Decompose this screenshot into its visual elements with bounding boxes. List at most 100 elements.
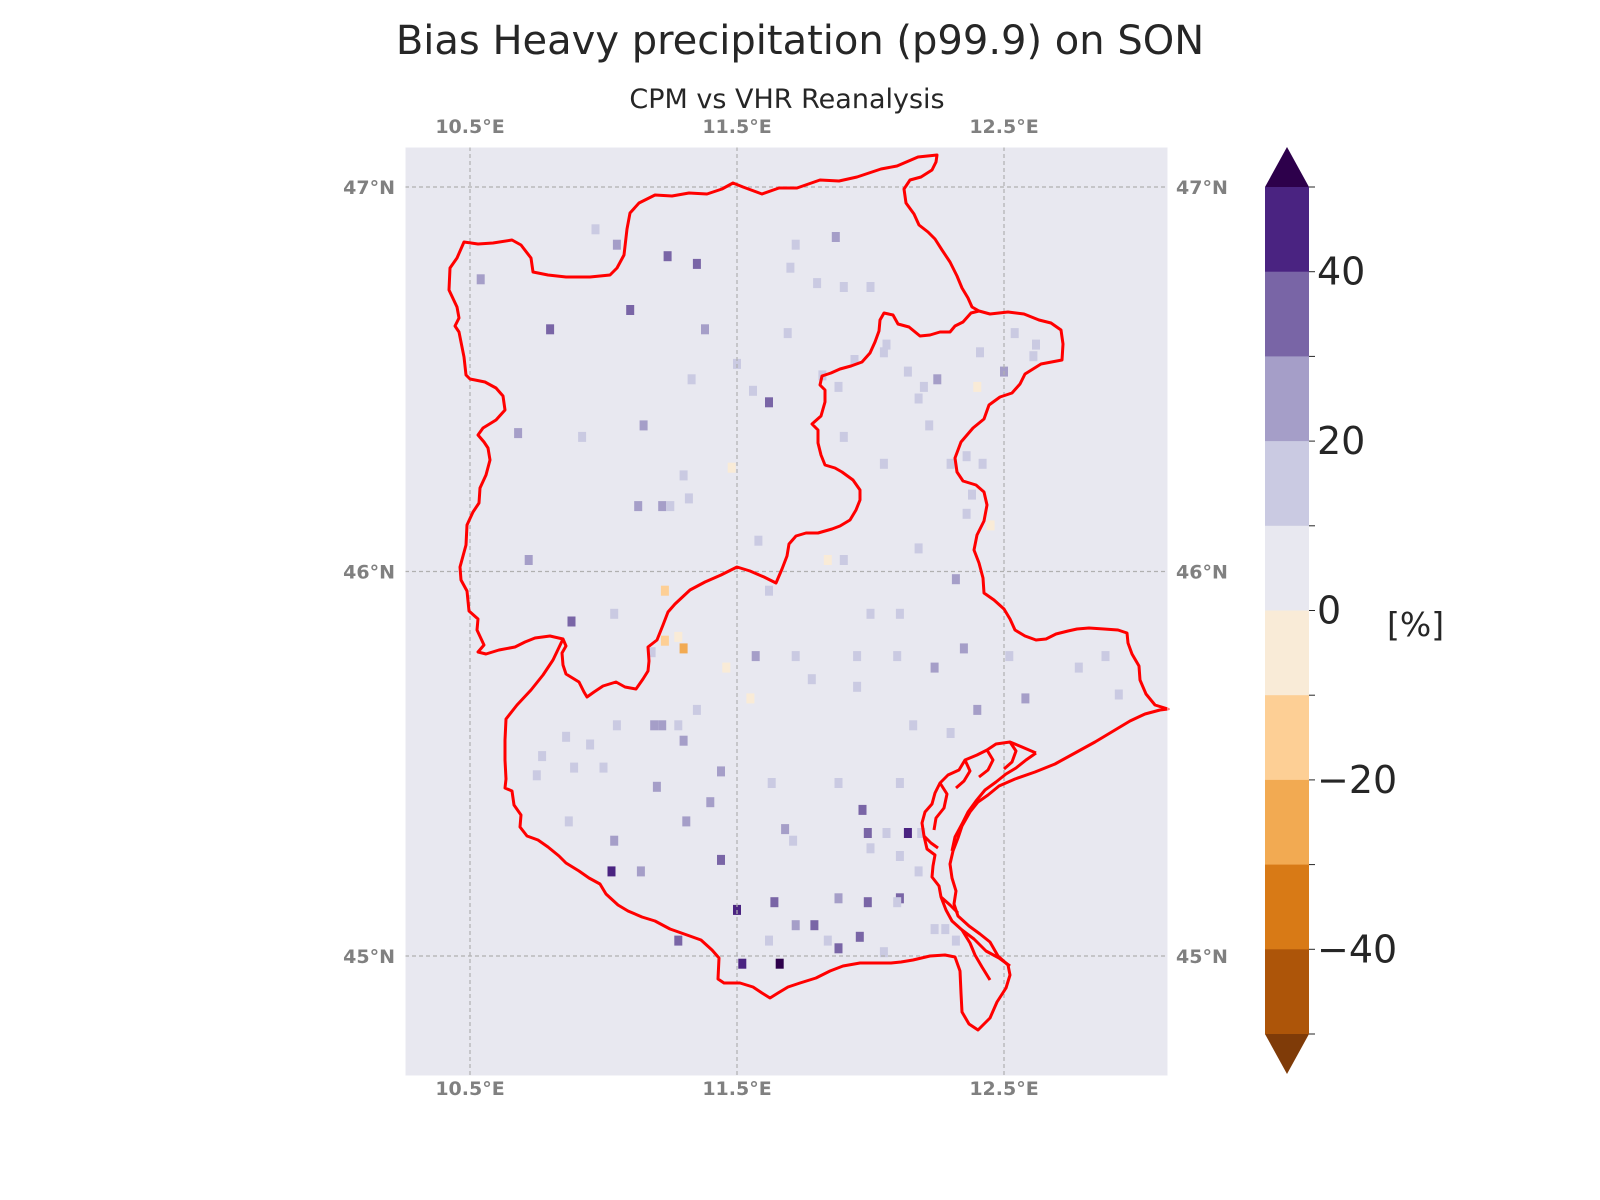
- bias-pixel: [863, 828, 872, 838]
- bias-pixel: [781, 824, 790, 835]
- bias-pixel: [570, 762, 579, 773]
- bias-pixel: [770, 897, 779, 908]
- colorbar: 40 20 0 −20 −40 [%]: [1265, 147, 1444, 1074]
- colorbar-bin: [1265, 271, 1309, 357]
- colorbar-bin: [1265, 695, 1309, 781]
- bias-pixel: [610, 608, 619, 619]
- bias-pixel: [701, 324, 709, 335]
- bias-pixel: [679, 470, 688, 481]
- map-tick-labels: 10.5°E 10.5°E 11.5°E 11.5°E 12.5°E 12.5°E 47°N…: [343, 116, 1228, 1100]
- bias-pixel: [863, 897, 872, 908]
- bias-pixel: [893, 897, 902, 908]
- bias-pixel: [733, 904, 741, 915]
- bias-pixel: [791, 651, 800, 662]
- bias-pixel: [660, 585, 669, 596]
- bias-pixel: [674, 720, 683, 731]
- bottom-lon-tick-label: 12.5°E: [969, 1078, 1038, 1100]
- bias-pixel: [722, 662, 731, 673]
- bias-pixel: [973, 704, 982, 715]
- bias-pixel: [765, 935, 773, 946]
- bias-pixel: [909, 720, 918, 731]
- bottom-lon-tick-label: 11.5°E: [702, 1078, 771, 1100]
- colorbar-under-arrow: [1265, 1034, 1309, 1074]
- bias-pixel: [946, 728, 955, 738]
- bias-pixel: [917, 828, 926, 838]
- bias-pixel: [895, 778, 904, 788]
- colorbar-bin: [1265, 187, 1309, 273]
- bias-pixel: [591, 224, 600, 235]
- right-lat-tick-label: 46°N: [1176, 562, 1228, 584]
- bias-pixel: [925, 420, 934, 431]
- bias-pixel: [853, 651, 862, 662]
- colorbar-tick-label: 0: [1317, 589, 1341, 633]
- bias-pixel: [599, 762, 608, 773]
- colorbar-bin: [1265, 864, 1309, 950]
- bias-pixel: [1029, 351, 1038, 362]
- bias-pixel: [919, 381, 928, 392]
- bias-pixel: [823, 555, 832, 565]
- bias-pixel: [879, 458, 888, 469]
- bias-pixel: [968, 489, 976, 500]
- bias-pixel: [946, 458, 955, 469]
- bias-pixel: [853, 681, 862, 692]
- bias-pixel: [546, 324, 555, 335]
- bias-pixel: [914, 543, 923, 554]
- bias-pixel: [807, 674, 816, 685]
- bias-pixel: [1021, 693, 1030, 704]
- colorbar-bin: [1265, 356, 1309, 442]
- bias-pixel: [524, 555, 533, 565]
- map-frame: [404, 146, 1169, 1077]
- bias-pixel: [626, 305, 635, 315]
- bias-pixel: [879, 947, 888, 958]
- bias-pixel: [647, 647, 656, 658]
- bias-pixel: [660, 635, 669, 646]
- bias-pixel: [839, 431, 848, 442]
- colorbar-bin: [1265, 610, 1309, 696]
- bias-pixel: [682, 816, 691, 827]
- bias-pixel: [831, 232, 840, 242]
- bias-pixel: [866, 843, 875, 854]
- bias-pixel: [850, 355, 859, 365]
- bias-pixel: [751, 651, 760, 662]
- bias-pixel: [775, 958, 784, 969]
- bias-pixel: [687, 374, 696, 385]
- bias-pixel: [1010, 328, 1019, 339]
- colorbar-bin: [1265, 779, 1309, 866]
- bias-pixel: [538, 751, 547, 762]
- bias-pixel: [893, 651, 902, 662]
- bias-pixel: [978, 458, 987, 469]
- bias-pixel: [976, 347, 984, 358]
- bias-pixel: [679, 643, 688, 654]
- bias-pixel: [1032, 339, 1040, 350]
- bias-pixel: [914, 866, 923, 877]
- map-panel: [404, 146, 1170, 1077]
- veneto-boundary: [503, 309, 1170, 1032]
- right-lat-tick-label: 45°N: [1176, 946, 1228, 968]
- bias-pixel: [634, 501, 643, 512]
- top-lon-tick-label: 12.5°E: [969, 116, 1038, 138]
- bias-pixel: [855, 931, 864, 942]
- colorbar-bin: [1265, 525, 1309, 611]
- bias-pixel: [564, 816, 573, 827]
- bias-pixel: [813, 278, 822, 289]
- left-lat-tick-label: 46°N: [343, 562, 395, 584]
- bias-pixel: [562, 731, 571, 742]
- colorbar-tick-label: −40: [1317, 927, 1397, 971]
- bias-pixel: [834, 893, 843, 904]
- bias-pixel: [858, 804, 867, 815]
- bias-pixel: [882, 339, 891, 350]
- bias-pixel: [684, 493, 693, 504]
- bias-pixel: [765, 397, 773, 408]
- colorbar-over-arrow: [1265, 147, 1309, 187]
- bottom-lon-tick-label: 10.5°E: [435, 1078, 504, 1100]
- left-lat-tick-label: 45°N: [343, 946, 395, 968]
- bias-pixel: [895, 851, 904, 861]
- bias-pixel: [639, 420, 648, 431]
- bias-pixel: [879, 347, 888, 358]
- bias-pixel: [1101, 651, 1110, 662]
- bias-pixel: [1074, 662, 1083, 673]
- bias-pixel: [767, 778, 776, 788]
- bias-pixel: [476, 274, 485, 285]
- bias-pixel: [746, 693, 755, 704]
